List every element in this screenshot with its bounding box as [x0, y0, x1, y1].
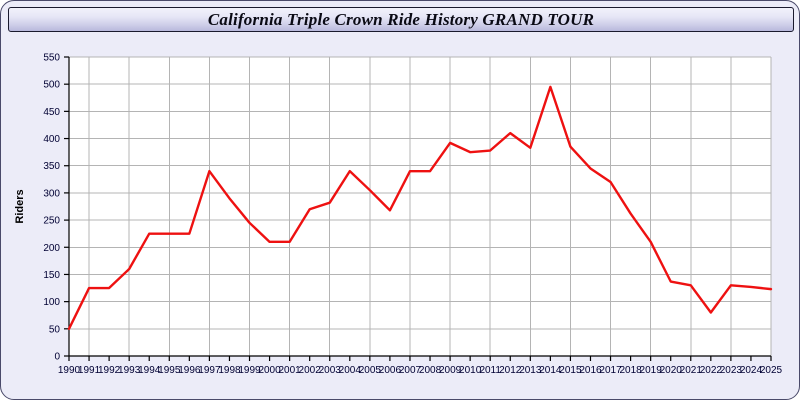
x-tick-label: 1995 — [158, 365, 181, 376]
x-tick-label: 1997 — [198, 365, 221, 376]
x-tick-label: 2012 — [499, 365, 522, 376]
x-tick-label: 2004 — [339, 365, 362, 376]
x-tick-label: 2016 — [579, 365, 602, 376]
x-tick-label: 2003 — [319, 365, 342, 376]
y-axis-title-text: Riders — [14, 189, 26, 223]
plot-background — [69, 57, 771, 356]
x-tick-label: 2022 — [700, 365, 723, 376]
x-tick-label: 2015 — [559, 365, 582, 376]
x-tick-label: 2025 — [760, 365, 783, 376]
y-tick-label: 50 — [49, 324, 61, 335]
x-tick-label: 2023 — [720, 365, 743, 376]
y-tick-label: 550 — [43, 53, 60, 64]
axes — [68, 57, 771, 357]
y-tick-label: 450 — [43, 107, 60, 118]
tick-marks — [64, 56, 772, 361]
data-series-riders — [67, 85, 773, 331]
x-tick-label: 2009 — [439, 365, 462, 376]
series-line-riders — [67, 85, 773, 331]
x-tick-label: 2018 — [619, 365, 642, 376]
y-tick-label: 100 — [43, 297, 60, 308]
x-tick-label: 2002 — [299, 365, 322, 376]
x-tick-label: 1999 — [238, 365, 261, 376]
x-tick-label: 2008 — [419, 365, 442, 376]
x-tick-label: 1991 — [78, 365, 101, 376]
x-tick-label: 2000 — [258, 365, 281, 376]
x-tick-label: 2011 — [479, 365, 501, 376]
plot-container: 0 50 100 150 200 250 300 350 400 450 500 550 1990 19… — [1, 35, 800, 401]
x-tick-label: 1994 — [138, 365, 161, 376]
y-tick-label: 150 — [43, 270, 60, 281]
x-tick-label: 2017 — [599, 365, 622, 376]
x-tick-label: 1992 — [98, 365, 121, 376]
x-tick-label: 1990 — [58, 365, 81, 376]
x-tick-label: 2007 — [399, 365, 422, 376]
x-tick-label: 2024 — [740, 365, 763, 376]
gridlines — [69, 56, 772, 356]
x-tick-label: 2013 — [519, 365, 542, 376]
x-tick-label: 2006 — [379, 365, 402, 376]
x-tick-label: 1993 — [118, 365, 141, 376]
x-tick-label: 1996 — [178, 365, 201, 376]
y-tick-label: 200 — [43, 243, 60, 254]
y-axis-tick-labels: 0 50 100 150 200 250 300 350 400 450 500 550 — [43, 53, 60, 363]
y-axis-title: Riders — [14, 189, 26, 223]
y-tick-label: 500 — [43, 80, 60, 91]
page-title: California Triple Crown Ride History GRA… — [207, 9, 595, 29]
y-tick-label: 0 — [54, 352, 60, 363]
x-tick-label: 2021 — [680, 365, 703, 376]
x-tick-label: 2001 — [279, 365, 302, 376]
y-tick-label: 300 — [43, 188, 60, 199]
x-tick-label: 2020 — [660, 365, 683, 376]
chart-title-bar: California Triple Crown Ride History GRA… — [8, 7, 794, 32]
x-tick-label: 2005 — [359, 365, 382, 376]
x-tick-label: 1998 — [218, 365, 241, 376]
x-axis-tick-labels: 1990199119921993199419951996199719981999… — [58, 365, 783, 376]
x-tick-label: 2010 — [459, 365, 482, 376]
x-tick-label: 2019 — [640, 365, 663, 376]
y-tick-label: 400 — [43, 134, 60, 145]
x-tick-label: 2014 — [539, 365, 562, 376]
y-tick-label: 350 — [43, 161, 60, 172]
y-tick-label: 250 — [43, 216, 60, 227]
